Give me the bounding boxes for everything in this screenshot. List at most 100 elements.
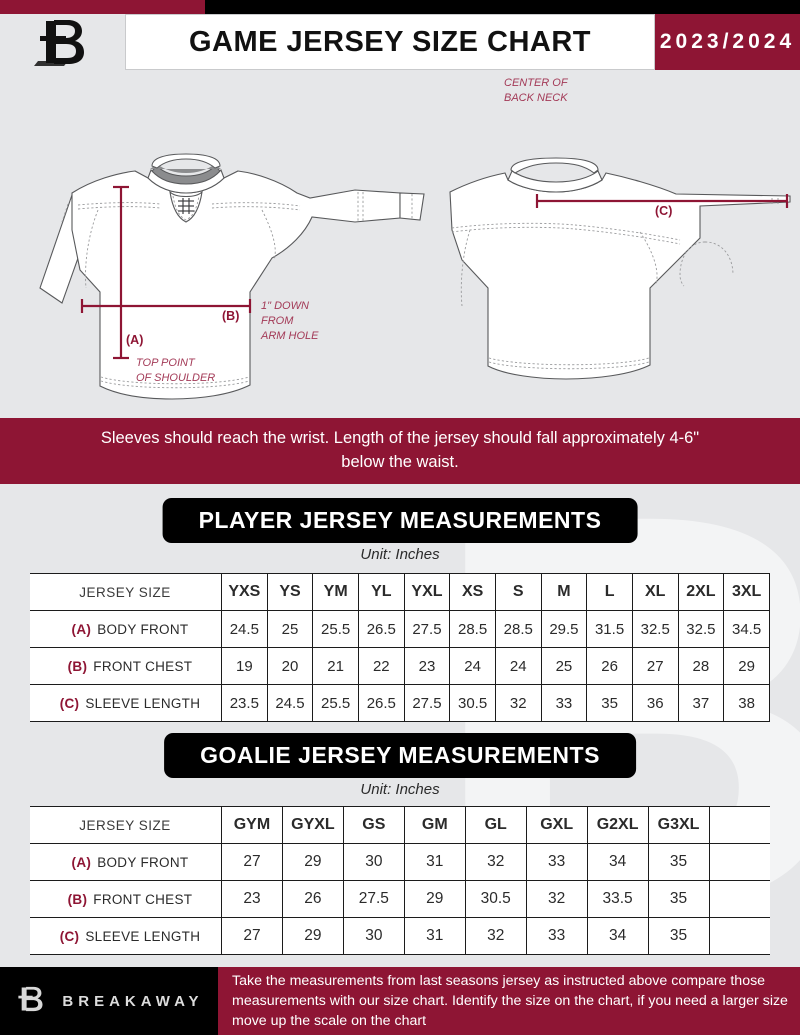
- cell: 28.5: [449, 610, 496, 648]
- player-table-head: JERSEY SIZE YXS YS YM YL YXL XS S M L XL…: [30, 573, 770, 611]
- goalie-col-gl: GL: [464, 806, 527, 844]
- cell: 30.5: [464, 880, 527, 918]
- page-title: GAME JERSEY SIZE CHART: [188, 25, 592, 58]
- player-table: JERSEY SIZE YXS YS YM YL YXL XS S M L XL…: [30, 573, 770, 722]
- player-col-xs: XS: [449, 573, 496, 611]
- goalie-row-b-label: (B) FRONT CHEST: [30, 880, 222, 918]
- top-strip-maroon: [0, 0, 205, 14]
- goalie-row-a-label: (A) BODY FRONT: [30, 843, 222, 881]
- marker-a-label: (A): [126, 333, 143, 347]
- row-name-c: SLEEVE LENGTH: [85, 928, 201, 944]
- table-header-row: JERSEY SIZE GYM GYXL GS GM GL GXL G2XL G…: [30, 806, 770, 844]
- breakaway-b-logo-icon: [32, 11, 94, 73]
- jersey-front-illustration: [39, 153, 401, 400]
- cell: 30.5: [449, 684, 496, 722]
- goalie-unit-label: Unit: Inches: [360, 781, 440, 798]
- cell: 20: [266, 647, 314, 685]
- table-row: (B) FRONT CHEST 19 20 21 22 23 24 24 25 2…: [30, 647, 770, 685]
- cell: 25: [540, 647, 588, 685]
- cell: 32: [464, 843, 527, 881]
- player-section-title: PLAYER JERSEY MEASUREMENTS: [162, 498, 638, 543]
- cell: 31: [403, 843, 466, 881]
- cell: 29: [403, 880, 466, 918]
- cell: 24: [494, 647, 542, 685]
- cell: 31.5: [586, 610, 633, 648]
- player-measurements-table: JERSEY SIZE YXS YS YM YL YXL XS S M L XL…: [30, 573, 770, 722]
- page-header: GAME JERSEY SIZE CHART 2023/2024: [0, 14, 800, 70]
- goalie-col-gxl: GXL: [525, 806, 588, 844]
- page-footer: BREAKAWAY Take the measurements from las…: [0, 967, 800, 1035]
- header-year-badge: 2023/2024: [655, 14, 800, 70]
- cell: 21: [312, 647, 359, 685]
- cell: 26.5: [357, 684, 405, 722]
- row-marker-b: (B): [67, 658, 88, 674]
- player-col-yxl: YXL: [403, 573, 451, 611]
- breakaway-b-logo-icon: [14, 979, 48, 1024]
- cell: 32: [525, 880, 588, 918]
- table-row: (B) FRONT CHEST 23 26 27.5 29 30.5 32 33.…: [30, 880, 770, 918]
- row-marker-a: (A): [71, 621, 92, 637]
- cell-empty: [708, 843, 770, 881]
- player-col-3xl: 3XL: [723, 573, 770, 611]
- cell: 32.5: [677, 610, 725, 648]
- cell: 23: [221, 880, 283, 918]
- cell: 33: [525, 917, 588, 955]
- cell: 23.5: [221, 684, 268, 722]
- cell: 29: [281, 843, 344, 881]
- cell: 27.5: [403, 684, 451, 722]
- goalie-measurements-table: JERSEY SIZE GYM GYXL GS GM GL GXL G2XL G…: [30, 806, 770, 955]
- header-title-box: GAME JERSEY SIZE CHART: [125, 14, 655, 70]
- goalie-table-body: (A) BODY FRONT 27 29 30 31 32 33 34 35 (B…: [30, 843, 770, 955]
- cell: 35: [647, 917, 710, 955]
- player-row-b-label: (B) FRONT CHEST: [30, 647, 222, 685]
- marker-b-note-line3: ARM HOLE: [260, 330, 319, 342]
- player-col-l: L: [586, 573, 633, 611]
- cell: 27.5: [342, 880, 405, 918]
- table-row: (A) BODY FRONT 24.5 25 25.5 26.5 27.5 28.…: [30, 610, 770, 648]
- marker-c-note-line1: CENTER OF: [504, 77, 569, 89]
- cell: 31: [403, 917, 466, 955]
- goalie-col-g3xl: G3XL: [647, 806, 710, 844]
- cell: 33.5: [586, 880, 649, 918]
- cell: 19: [221, 647, 268, 685]
- marker-b-label: (B): [222, 309, 239, 323]
- row-name-c: SLEEVE LENGTH: [85, 695, 201, 711]
- footer-instructions: Take the measurements from last seasons …: [232, 972, 788, 1030]
- cell: 29.5: [540, 610, 588, 648]
- cell: 35: [647, 880, 710, 918]
- cell: 24.5: [221, 610, 268, 648]
- cell: 34.5: [723, 610, 770, 648]
- cell: 28: [677, 647, 725, 685]
- goalie-col-empty: [708, 806, 770, 844]
- table-row: (C) SLEEVE LENGTH 23.5 24.5 25.5 26.5 27.…: [30, 684, 770, 722]
- row-name-b: FRONT CHEST: [93, 658, 193, 674]
- player-col-yl: YL: [357, 573, 405, 611]
- cell: 25.5: [312, 610, 359, 648]
- footer-text-block: Take the measurements from last seasons …: [218, 967, 800, 1035]
- jersey-diagram-svg: .jb{fill:#ffffff;stroke:#58595b;stroke-w…: [39, 77, 791, 400]
- cell: 35: [647, 843, 710, 881]
- cell: 37: [677, 684, 725, 722]
- cell: 29: [281, 917, 344, 955]
- player-col-xl: XL: [631, 573, 679, 611]
- row-name-a: BODY FRONT: [97, 621, 189, 637]
- cell: 36: [631, 684, 679, 722]
- season-year: 2023/2024: [659, 30, 796, 53]
- player-table-body: (A) BODY FRONT 24.5 25 25.5 26.5 27.5 28.…: [30, 610, 770, 722]
- player-col-s: S: [494, 573, 542, 611]
- cell: 26: [281, 880, 344, 918]
- cell: 27: [221, 843, 283, 881]
- footer-logo-block: BREAKAWAY: [0, 967, 218, 1035]
- cell: 30: [342, 843, 405, 881]
- table-row: (C) SLEEVE LENGTH 27 29 30 31 32 33 34 35: [30, 917, 770, 955]
- goalie-table: JERSEY SIZE GYM GYXL GS GM GL GXL G2XL G…: [30, 806, 770, 955]
- table-header-row: JERSEY SIZE YXS YS YM YL YXL XS S M L XL…: [30, 573, 770, 611]
- header-logo: [0, 14, 125, 70]
- goalie-section-title: GOALIE JERSEY MEASUREMENTS: [164, 733, 636, 778]
- player-col-yxs: YXS: [221, 573, 268, 611]
- cell: 32.5: [631, 610, 679, 648]
- goalie-table-head: JERSEY SIZE GYM GYXL GS GM GL GXL G2XL G…: [30, 806, 770, 844]
- goalie-col-gym: GYM: [221, 806, 283, 844]
- cell: 24.5: [266, 684, 314, 722]
